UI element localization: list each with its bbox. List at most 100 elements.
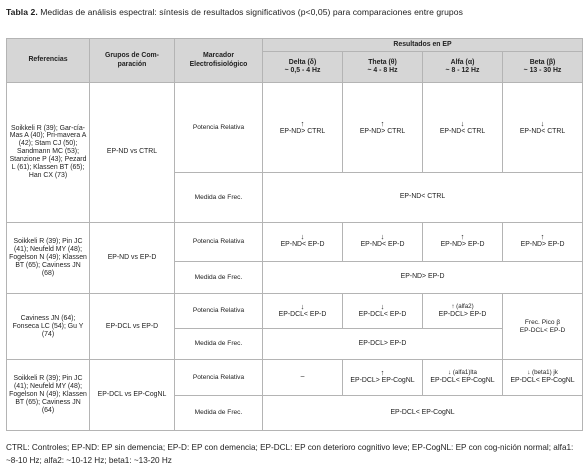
header-band-delta: Delta (δ) ~ 0,5 - 4 Hz — [262, 51, 343, 83]
table-row: Medida de Frec. EP-ND< CTRL — [7, 172, 584, 223]
result-text: – — [300, 373, 305, 381]
result-text: EP-ND< EP-D — [280, 241, 325, 249]
result-text: EP-ND< CTRL — [439, 127, 486, 135]
caption-label: Tabla 2. — [6, 7, 38, 17]
band-name: Beta (β) — [529, 58, 556, 66]
arrow-up-icon: ↑ — [380, 118, 385, 128]
header-band-alfa: Alfa (α) ~ 8 - 12 Hz — [422, 51, 503, 83]
beta-peak-label: Frec. Pico β — [524, 318, 561, 326]
comparison-cell: EP-DCL vs EP-D — [89, 293, 175, 361]
result-text: EP-ND> CTRL — [279, 127, 326, 135]
result-cell-delta: – — [262, 359, 343, 397]
results-table: Referencias Grupos de Com-paración Marca… — [6, 38, 584, 431]
comparison-cell: EP-DCL vs EP-CogNL — [89, 359, 175, 431]
result-text: EP-DCL< EP-CogNL — [430, 377, 495, 385]
result-text: EP-DCL< EP-CogNL — [510, 377, 575, 385]
arrow-down-icon: ↓ — [527, 369, 531, 377]
marker-cell: Potencia Relativa — [174, 359, 263, 397]
band-range: ~ 8 - 12 Hz — [445, 67, 480, 74]
result-cell-delta: ↓ EP-ND< EP-D — [262, 221, 343, 262]
result-note: ↓ (alfa1)lta — [425, 369, 500, 377]
table-row: Medida de Frec. EP-DCL> EP-D — [7, 328, 583, 361]
band-note: (beta1) jk — [532, 369, 558, 377]
result-cell-alfa: ↓ (alfa1)lta EP-DCL< EP-CogNL — [422, 359, 503, 397]
result-text: EP-ND< EP-D — [360, 241, 405, 249]
marker-cell: Medida de Frec. — [174, 395, 263, 431]
band-range: ~ 0,5 - 4 Hz — [284, 67, 321, 74]
header-referencias: Referencias — [6, 38, 90, 83]
result-text: EP-ND> EP-D — [440, 241, 485, 249]
result-cell-theta: ↓ EP-ND< EP-D — [342, 221, 423, 262]
marker-cell: Medida de Frec. — [174, 172, 263, 223]
result-cell-beta: ↓ EP-ND< CTRL — [501, 81, 584, 174]
arrow-up-icon: ↑ — [540, 232, 545, 242]
arrow-up-icon: ↑ — [460, 232, 465, 242]
references-cell: Soikkeli R (39); Pin JC (41); Neufeld MY… — [6, 221, 90, 295]
comparison-cell: EP-ND vs CTRL — [89, 82, 175, 223]
header-band-theta: Theta (θ) ~ 4 - 8 Hz — [342, 51, 423, 83]
result-text: EP-DCL> EP-D — [438, 311, 487, 319]
result-text: EP-DCL> EP-CogNL — [350, 377, 415, 385]
result-cell-theta: ↑ EP-DCL> EP-CogNL — [342, 359, 423, 397]
frequency-result-cell: EP-DCL> EP-D — [262, 328, 503, 361]
beta-peak-value: EP-DCL< EP-D — [519, 326, 566, 334]
result-cell-theta: ↓ EP-DCL< EP-D — [342, 293, 423, 330]
frequency-result-cell: EP-ND< CTRL — [261, 172, 584, 223]
marker-cell: Potencia Relativa — [174, 221, 263, 262]
result-cell-delta: ↓ EP-DCL< EP-D — [262, 293, 343, 330]
result-cell-beta: ↑ EP-ND> EP-D — [501, 221, 584, 262]
arrow-down-icon: ↓ — [300, 302, 305, 312]
table-footnote: CTRL: Controles; EP-ND: EP sin demencia;… — [6, 443, 574, 465]
table-caption: Tabla 2. Medidas de análisis espectral: … — [6, 7, 582, 17]
result-text: EP-ND< CTRL — [519, 127, 566, 135]
result-note: ↓ (beta1) jk — [505, 369, 580, 377]
table-row: Soikkeli R (39); Pin JC (41); Neufeld MY… — [6, 221, 584, 295]
marker-cell: Medida de Frec. — [174, 260, 263, 295]
table-row: Caviness JN (64); Fonseca LC (54); Gu Y … — [6, 293, 584, 361]
result-text: EP-ND> CTRL — [359, 127, 406, 135]
arrow-down-icon: ↓ — [448, 369, 452, 377]
result-cell-beta: ↓ (beta1) jk EP-DCL< EP-CogNL — [501, 359, 584, 397]
caption-text: Medidas de análisis espectral: síntesis … — [40, 7, 463, 17]
band-name: Delta (δ) — [288, 58, 317, 66]
arrow-up-icon: ↑ — [451, 303, 455, 311]
arrow-down-icon: ↓ — [460, 118, 465, 128]
table-row: Medida de Frec. EP-DCL< EP-CogNL — [7, 395, 584, 431]
marker-cell: Potencia Relativa — [174, 81, 263, 174]
header-band-beta: Beta (β) ~ 13 - 30 Hz — [501, 51, 584, 83]
arrow-down-icon: ↓ — [380, 302, 385, 312]
band-name: Alfa (α) — [450, 58, 475, 66]
beta-peak-cell: Frec. Pico β EP-DCL< EP-D — [501, 293, 584, 361]
marker-cell: Potencia Relativa — [174, 293, 263, 330]
arrow-down-icon: ↓ — [380, 232, 385, 242]
table-row: Soikkeli R (39); Gar-cía-Mas A (40); Pri… — [6, 81, 584, 223]
references-cell: Caviness JN (64); Fonseca LC (54); Gu Y … — [6, 293, 90, 361]
arrow-down-icon: ↓ — [540, 118, 545, 128]
result-note: ↑ (alfa2) — [425, 303, 500, 311]
references-cell: Soikkeli R (39); Gar-cía-Mas A (40); Pri… — [6, 82, 90, 223]
references-cell: Soikkeli R (39); Pin JC (41); Neufeld MY… — [6, 359, 90, 431]
band-range: ~ 13 - 30 Hz — [523, 67, 562, 74]
band-note: (alfa2) — [456, 303, 474, 311]
band-name: Theta (θ) — [368, 58, 397, 66]
header-resultados: Resultados en EP — [261, 38, 584, 52]
result-cell-alfa: ↑ (alfa2) EP-DCL> EP-D — [422, 293, 503, 330]
result-cell-alfa: ↓ EP-ND< CTRL — [422, 81, 503, 174]
frequency-result-cell: EP-DCL< EP-CogNL — [261, 395, 584, 431]
arrow-up-icon: ↑ — [380, 368, 385, 378]
table-row: Medida de Frec. EP-ND> EP-D — [7, 260, 584, 295]
result-cell-theta: ↑ EP-ND> CTRL — [342, 81, 423, 174]
arrow-down-icon: ↓ — [300, 232, 305, 242]
band-note: (alfa1)lta — [452, 369, 477, 377]
result-cell-alfa: ↑ EP-ND> EP-D — [422, 221, 503, 262]
table-row: Soikkeli R (39); Pin JC (41); Neufeld MY… — [6, 359, 584, 431]
comparison-cell: EP-ND vs EP-D — [89, 221, 175, 295]
result-cell-delta: ↑ EP-ND> CTRL — [262, 81, 343, 174]
result-text: EP-ND> EP-D — [520, 241, 565, 249]
header-marcador: Marcador Electrofisiológico — [174, 38, 263, 83]
marker-cell: Medida de Frec. — [174, 328, 263, 361]
result-text: EP-DCL< EP-D — [278, 311, 327, 319]
header-grupos: Grupos de Com-paración — [89, 38, 175, 83]
result-text: EP-DCL< EP-D — [358, 311, 407, 319]
arrow-up-icon: ↑ — [300, 118, 305, 128]
